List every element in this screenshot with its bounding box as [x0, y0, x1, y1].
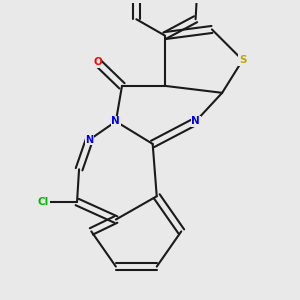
Text: N: N [191, 116, 200, 126]
Text: S: S [239, 55, 246, 65]
Text: Cl: Cl [38, 197, 49, 207]
Text: O: O [93, 57, 102, 67]
Text: N: N [112, 116, 120, 126]
Text: N: N [85, 135, 93, 145]
